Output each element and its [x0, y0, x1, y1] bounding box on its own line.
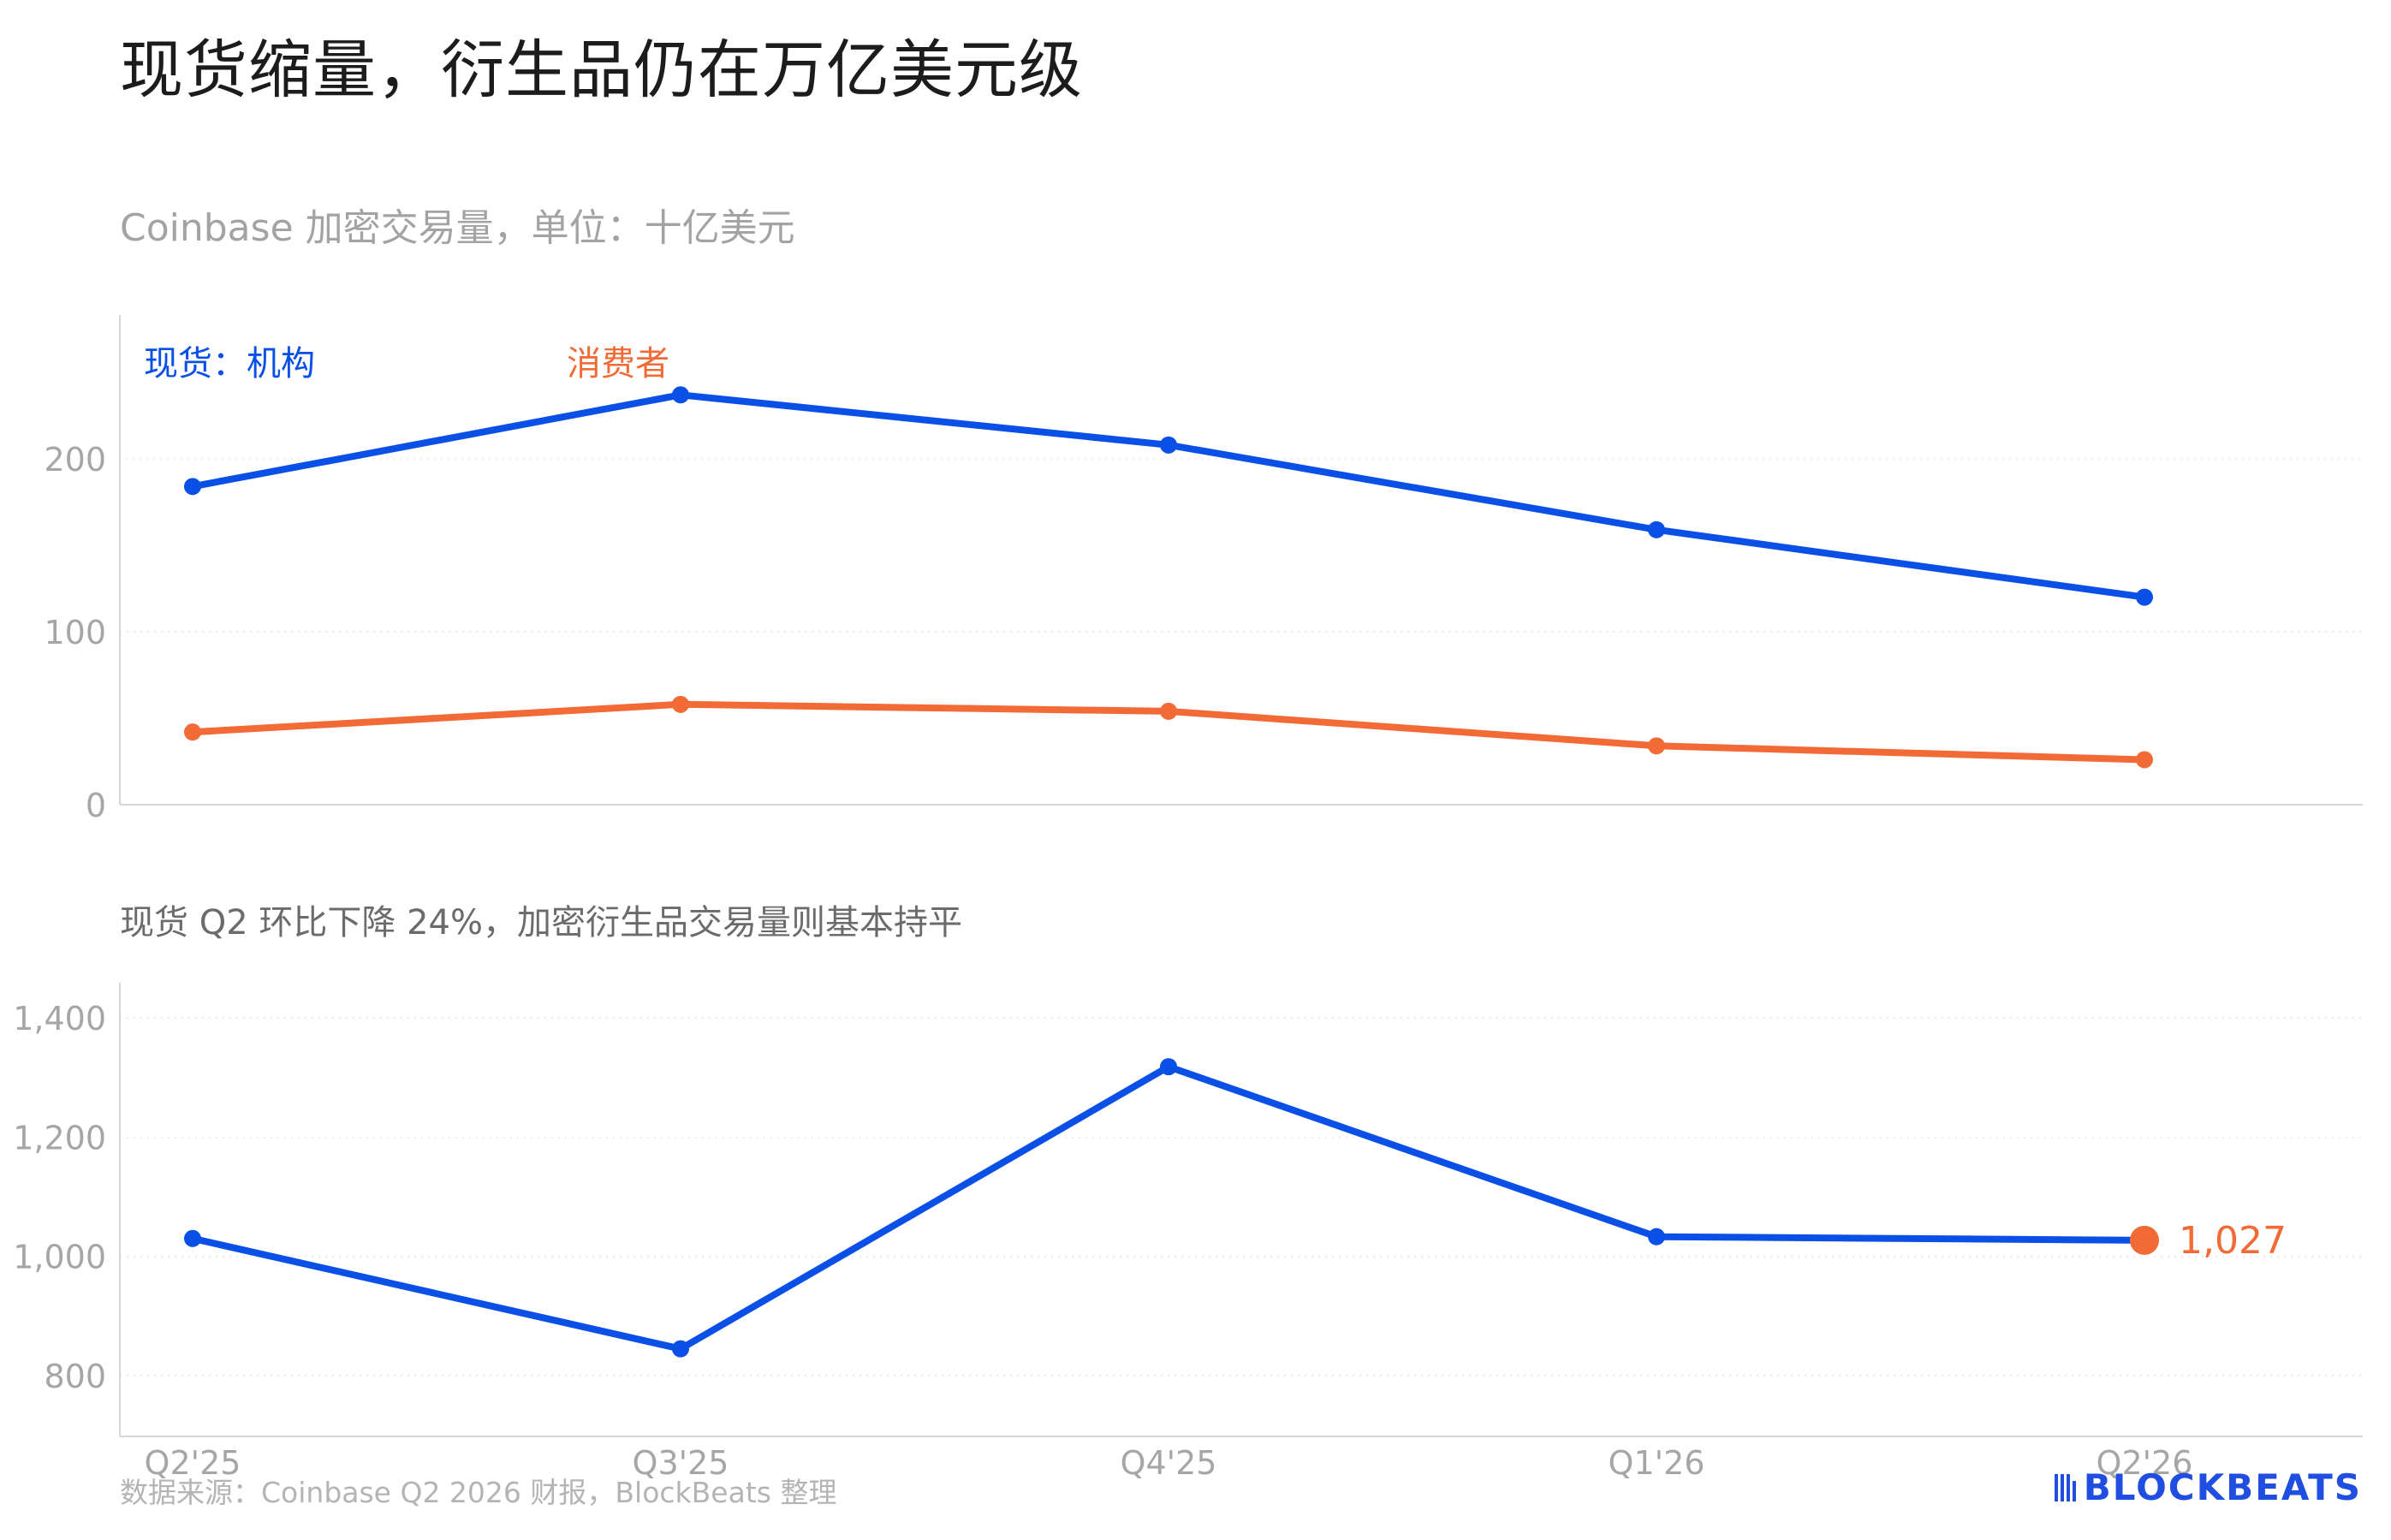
- y-tick-label: 1,400: [13, 1000, 106, 1038]
- data-point: [672, 1340, 689, 1358]
- data-point: [184, 723, 201, 741]
- series-line: [189, 1063, 2148, 1353]
- legend-label: 现货：机构: [144, 344, 315, 384]
- data-point: [184, 478, 201, 496]
- series-line: [189, 391, 2148, 601]
- chart-title: 现货缩量，衍生品仍在万亿美元级: [120, 33, 1083, 107]
- highlight-point: [2130, 1225, 2159, 1255]
- x-tick-label: Q3'25: [633, 1444, 729, 1482]
- y-tick-label: 1,200: [13, 1119, 106, 1156]
- y-tick-label: 200: [44, 441, 106, 479]
- chart-subtitle: Coinbase 加密交易量，单位：十亿美元: [120, 206, 795, 250]
- y-tick-label: 1,000: [13, 1239, 106, 1276]
- annotation-label: 1,027: [2179, 1219, 2287, 1263]
- panel-1: 0 100 200 现货：机构 消费者: [44, 315, 2363, 824]
- y-tick-label: 800: [44, 1358, 106, 1395]
- data-point: [1648, 1228, 1665, 1246]
- blockbeats-logo-icon: [2054, 1473, 2076, 1501]
- data-point: [1648, 737, 1665, 755]
- legend-label: 消费者: [567, 344, 669, 384]
- data-point: [1160, 436, 1177, 454]
- data-point: [184, 1229, 201, 1247]
- x-tick-label: Q2'25: [145, 1444, 241, 1482]
- x-tick-label: Q1'26: [1609, 1444, 1705, 1482]
- data-source-note: 数据来源：Coinbase Q2 2026 财报，BlockBeats 整理: [120, 1476, 837, 1509]
- data-point: [672, 386, 689, 404]
- data-point: [2136, 588, 2153, 606]
- y-tick-label: 0: [86, 787, 106, 824]
- brand-text: BLOCKBEATS: [2083, 1466, 2362, 1508]
- blockbeats-logo: BLOCKBEATS: [2054, 1466, 2362, 1508]
- data-point: [1160, 702, 1177, 720]
- y-tick-label: 100: [44, 614, 106, 651]
- x-tick-label: Q4'25: [1121, 1444, 1217, 1482]
- x-axis-labels: Q2'25 Q3'25 Q4'25 Q1'26 Q2'26: [145, 1444, 2193, 1482]
- data-point: [2136, 751, 2153, 769]
- panel-2: 800 1,000 1,200 1,400 1,027: [13, 983, 2363, 1437]
- data-point: [1160, 1058, 1177, 1076]
- data-point: [1648, 520, 1665, 538]
- data-point: [672, 695, 689, 713]
- x-tick-label: Q2'26: [2097, 1444, 2193, 1482]
- panel-2-title: 现货 Q2 环比下降 24%，加密衍生品交易量则基本持平: [120, 903, 962, 942]
